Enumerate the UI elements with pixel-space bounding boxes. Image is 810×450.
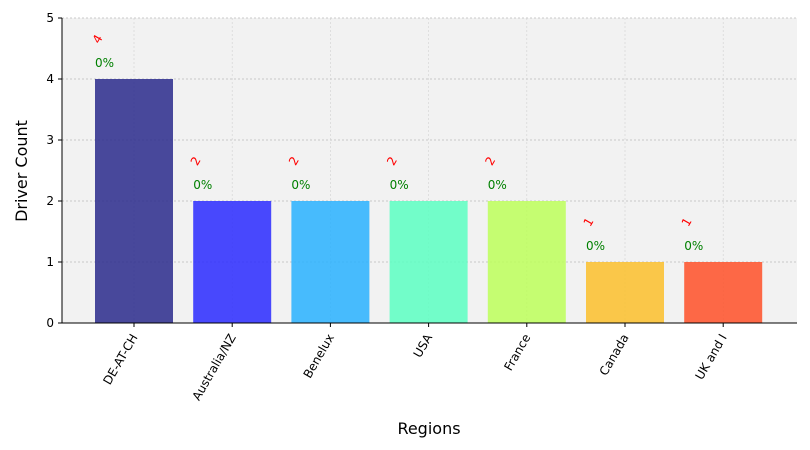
y-tick-label: 5 — [46, 11, 54, 25]
x-tick-label: France — [501, 332, 533, 374]
x-tick-label: UK and I — [692, 332, 729, 383]
y-tick-label: 3 — [46, 133, 54, 147]
percent-label: 0% — [193, 178, 212, 192]
bar — [487, 201, 566, 323]
y-tick-label: 4 — [46, 72, 54, 86]
y-axis-ticks: 0 1 2 3 4 5 — [46, 11, 62, 330]
bar — [586, 262, 664, 323]
x-tick-label: Canada — [597, 332, 632, 379]
x-tick-label: USA — [411, 331, 436, 360]
percent-label: 0% — [684, 239, 703, 253]
y-tick-label: 0 — [46, 316, 54, 330]
x-tick-label: Australia/NZ — [190, 332, 239, 403]
percent-label: 0% — [488, 178, 507, 192]
x-tick-label: DE-AT-CH — [100, 332, 140, 388]
percent-label: 0% — [95, 56, 114, 70]
y-tick-label: 1 — [46, 255, 54, 269]
x-tick-label: Benelux — [301, 332, 337, 381]
percent-label: 0% — [586, 239, 605, 253]
bar — [684, 262, 763, 323]
x-axis-ticks: DE-AT-CH Australia/NZ Benelux USA France Cana… — [100, 323, 730, 403]
y-tick-label: 2 — [46, 194, 54, 208]
bar — [389, 201, 468, 323]
percent-label: 0% — [291, 178, 310, 192]
bar — [291, 201, 370, 323]
x-axis-title: Regions — [397, 419, 460, 438]
bar — [95, 79, 173, 323]
y-axis-title: Driver Count — [12, 120, 31, 222]
bars — [95, 79, 763, 323]
grid-lines — [62, 17, 797, 323]
bar — [193, 201, 272, 323]
percent-label: 0% — [390, 178, 409, 192]
